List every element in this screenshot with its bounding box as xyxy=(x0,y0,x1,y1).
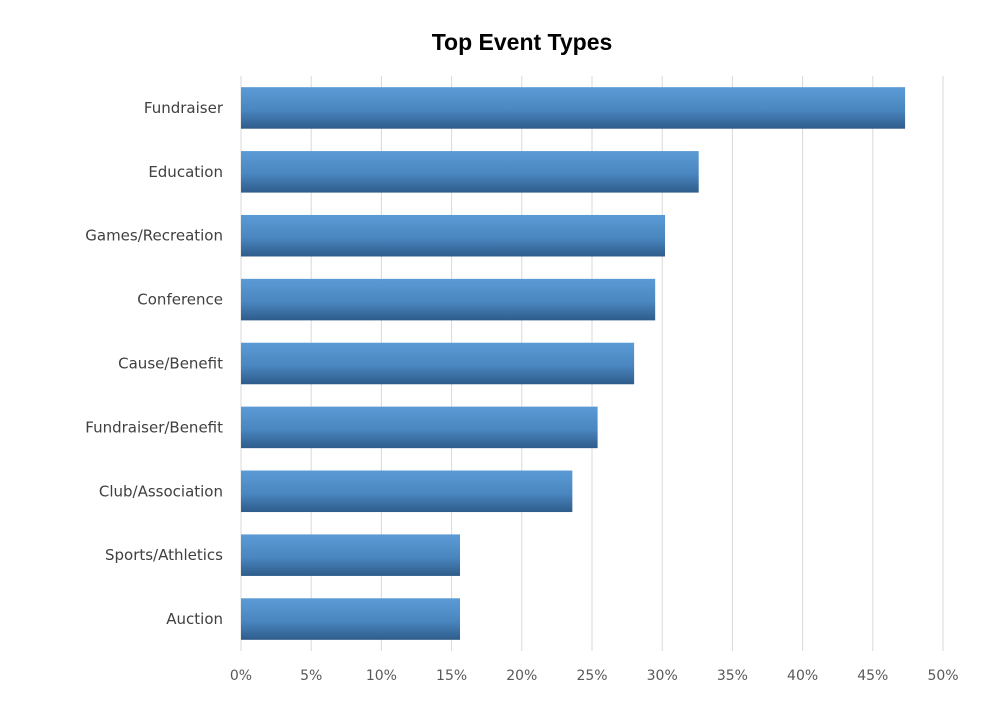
bar xyxy=(241,214,666,257)
bar xyxy=(241,342,635,385)
bar xyxy=(241,598,461,640)
category-label: Auction xyxy=(166,610,223,628)
x-tick-label: 45% xyxy=(857,668,888,684)
bar xyxy=(241,534,461,576)
bars xyxy=(241,87,906,640)
category-label: Games/Recreation xyxy=(85,227,223,245)
category-label: Fundraiser xyxy=(144,99,224,117)
x-tick-label: 40% xyxy=(787,668,818,684)
x-tick-label: 15% xyxy=(436,668,467,684)
x-tick-label: 20% xyxy=(506,668,537,684)
bar xyxy=(241,87,906,129)
category-label: Conference xyxy=(137,291,223,309)
bar xyxy=(241,278,656,321)
category-label: Sports/Athletics xyxy=(105,546,223,564)
x-tick-label: 0% xyxy=(230,668,252,684)
category-label: Cause/Benefit xyxy=(118,355,223,373)
category-label: Education xyxy=(148,163,223,181)
x-tick-label: 30% xyxy=(647,668,678,684)
category-label: Club/Association xyxy=(99,482,223,500)
x-tick-label: 25% xyxy=(576,668,607,684)
x-tick-label: 35% xyxy=(717,668,748,684)
x-tick-label: 50% xyxy=(927,668,958,684)
x-tick-labels: 0% 5% 10% 15% 20% 25% 30% 35% 40% 45% 50% xyxy=(230,668,959,684)
bar xyxy=(241,470,573,513)
chart-title: Top Event Types xyxy=(432,29,613,55)
bar xyxy=(241,151,699,193)
x-tick-label: 10% xyxy=(366,668,397,684)
bar xyxy=(241,406,598,449)
category-labels: Fundraiser Education Games/Recreation Confe… xyxy=(85,99,224,628)
x-tick-label: 5% xyxy=(300,668,322,684)
category-label: Fundraiser/Benefit xyxy=(85,418,223,436)
